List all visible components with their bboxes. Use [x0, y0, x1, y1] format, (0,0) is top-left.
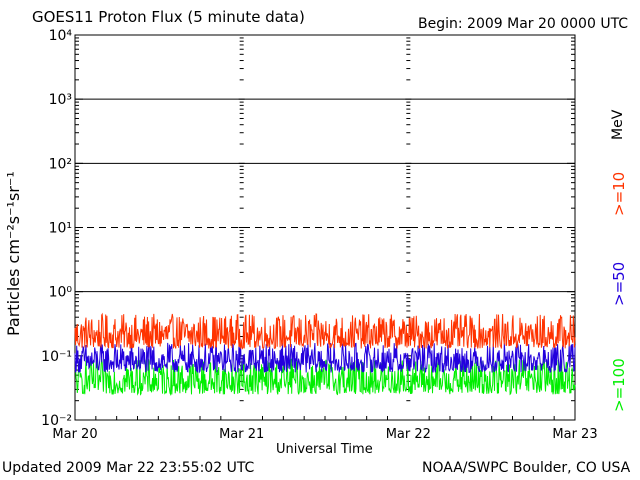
x-tick-label: Mar 22	[386, 427, 431, 442]
x-tick-label: Mar 20	[52, 427, 97, 442]
series-line-ge50	[74, 342, 576, 374]
y-tick-label: 10⁻¹	[41, 349, 72, 365]
y-axis-label: Particles cm⁻²s⁻¹sr⁻¹	[4, 171, 23, 336]
x-tick-label: Mar 23	[552, 427, 597, 442]
series-line-ge10	[74, 312, 576, 350]
y-tick-label: 10²	[49, 156, 72, 172]
begin-time: Begin: 2009 Mar 20 0000 UTC	[418, 16, 629, 32]
legend-item-50: >=50	[610, 261, 628, 306]
y-tick-label: 10⁻²	[41, 413, 72, 429]
updated-timestamp: Updated 2009 Mar 22 23:55:02 UTC	[2, 460, 255, 476]
data-source: NOAA/SWPC Boulder, CO USA	[422, 460, 631, 476]
chart-title: GOES11 Proton Flux (5 minute data)	[32, 8, 305, 26]
x-axis-label: Universal Time	[276, 442, 373, 457]
x-tick-label: Mar 21	[219, 427, 264, 442]
y-tick-label: 10⁴	[49, 28, 73, 44]
legend-unit: MeV	[610, 109, 626, 140]
legend-item-10: >=10	[610, 171, 628, 216]
series-line-ge100	[74, 358, 576, 397]
y-tick-label: 10⁰	[49, 285, 73, 301]
y-tick-label: 10³	[49, 92, 72, 108]
y-tick-label: 10¹	[49, 221, 72, 237]
legend-item-100: >=100	[610, 358, 628, 412]
